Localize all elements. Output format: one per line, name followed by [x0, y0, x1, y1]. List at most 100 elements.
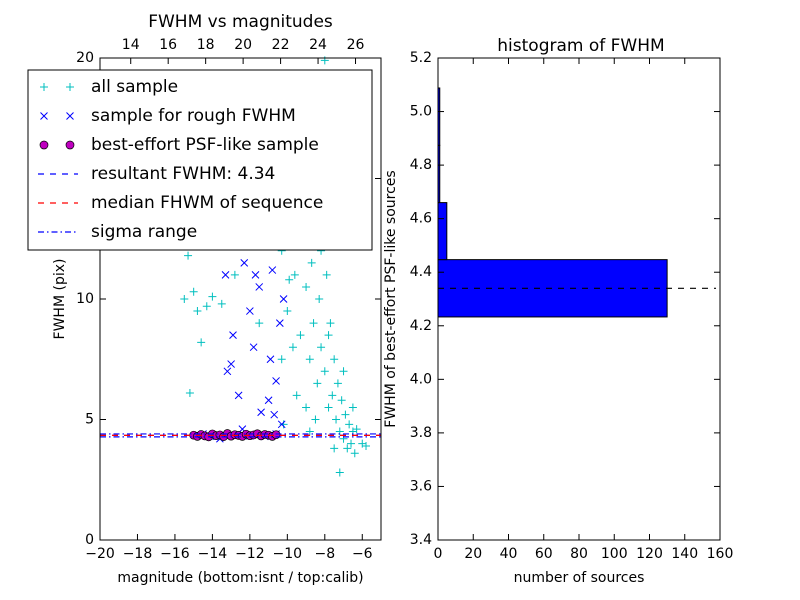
- marker: [335, 468, 344, 477]
- y-tick-label: 4.8: [410, 157, 432, 173]
- marker: [347, 439, 356, 448]
- legend-marker: [66, 83, 74, 91]
- marker: [234, 391, 243, 400]
- y-tick-label: 3.4: [410, 532, 432, 548]
- marker: [326, 319, 335, 328]
- legend-marker: [65, 140, 75, 150]
- legend-text: sigma range: [91, 222, 197, 242]
- legend-text: best-effort PSF-like sample: [91, 135, 319, 155]
- marker: [330, 444, 339, 453]
- y-tick-label: 5.0: [410, 104, 432, 120]
- y-tick-label: 20: [76, 50, 94, 66]
- marker: [337, 396, 346, 405]
- marker: [339, 434, 348, 443]
- y-tick-label: 10: [76, 291, 94, 307]
- marker: [330, 355, 339, 364]
- marker: [339, 367, 348, 376]
- marker: [309, 319, 318, 328]
- marker: [302, 282, 311, 291]
- marker: [279, 295, 288, 303]
- marker: [343, 444, 352, 453]
- y-axis-label: FWHM (pix): [52, 259, 68, 340]
- marker: [302, 403, 311, 412]
- marker: [324, 403, 333, 412]
- x-tick-label: −18: [123, 546, 153, 562]
- marker: [197, 338, 206, 347]
- x-tick-label: −14: [198, 546, 228, 562]
- legend-marker: [66, 112, 74, 120]
- marker: [255, 283, 264, 291]
- y-tick-label: 3.8: [410, 425, 432, 441]
- x-tick-label: −12: [235, 546, 265, 562]
- marker: [217, 299, 226, 308]
- chart-title: histogram of FWHM: [497, 36, 664, 56]
- y-axis-label: FWHM of best-effort PSF-like sources: [383, 170, 399, 427]
- legend-marker: [39, 140, 49, 150]
- y-tick-label: 4.2: [410, 318, 432, 334]
- marker: [305, 355, 314, 364]
- y-tick-label: 4.4: [410, 264, 432, 280]
- x-tick-label: 160: [707, 546, 734, 562]
- x-tick-label: 40: [500, 546, 518, 562]
- x-tick-label: −6: [352, 546, 373, 562]
- marker: [208, 292, 217, 301]
- marker: [221, 271, 230, 279]
- legend-text: resultant FWHM: 4.34: [91, 164, 275, 184]
- x-tick-label: 80: [570, 546, 588, 562]
- marker: [348, 403, 357, 412]
- marker: [246, 307, 254, 315]
- marker: [290, 270, 299, 279]
- marker: [184, 251, 193, 260]
- marker: [362, 442, 371, 451]
- legend-text: all sample: [91, 77, 178, 97]
- marker: [311, 415, 320, 424]
- marker: [272, 377, 280, 385]
- marker: [270, 410, 279, 419]
- marker: [193, 307, 202, 316]
- marker: [315, 295, 324, 303]
- x2-tick-label: 26: [347, 37, 365, 53]
- x2-tick-label: 14: [122, 37, 140, 53]
- y-tick-label: 4.6: [410, 211, 432, 227]
- marker: [313, 379, 322, 388]
- marker: [271, 430, 281, 440]
- marker: [307, 258, 316, 267]
- marker: [322, 270, 331, 279]
- marker: [189, 287, 198, 296]
- marker: [202, 302, 211, 311]
- y-tick-label: 0: [85, 532, 94, 548]
- x-tick-label: 100: [601, 546, 628, 562]
- marker: [305, 427, 314, 436]
- marker: [292, 391, 301, 400]
- x-axis-label: magnitude (bottom:isnt / top:calib): [117, 570, 363, 586]
- legend-marker: [40, 112, 48, 120]
- legend-marker: [40, 83, 48, 91]
- marker: [283, 307, 292, 316]
- x-tick-label: 140: [671, 546, 698, 562]
- x-tick-label: 60: [535, 546, 553, 562]
- x2-tick-label: 16: [159, 37, 177, 53]
- marker: [251, 271, 260, 279]
- x-tick-label: −16: [160, 546, 190, 562]
- legend-text: median FHWM of sequence: [91, 193, 323, 213]
- marker: [317, 343, 326, 352]
- x-tick-label: −20: [85, 546, 115, 562]
- marker: [332, 415, 341, 424]
- marker: [180, 295, 189, 303]
- marker: [223, 367, 232, 376]
- x-tick-label: 20: [464, 546, 482, 562]
- legend-text: sample for rough FWHM: [91, 106, 296, 126]
- x-tick-label: −8: [314, 546, 335, 562]
- x-tick-label: −10: [273, 546, 303, 562]
- marker: [333, 379, 342, 388]
- marker: [185, 388, 194, 397]
- marker: [230, 270, 239, 279]
- marker: [350, 449, 359, 458]
- x2-tick-label: 22: [272, 37, 290, 53]
- marker: [275, 319, 284, 327]
- y-tick-label: 5: [85, 412, 94, 428]
- marker: [288, 343, 297, 352]
- marker: [279, 420, 288, 429]
